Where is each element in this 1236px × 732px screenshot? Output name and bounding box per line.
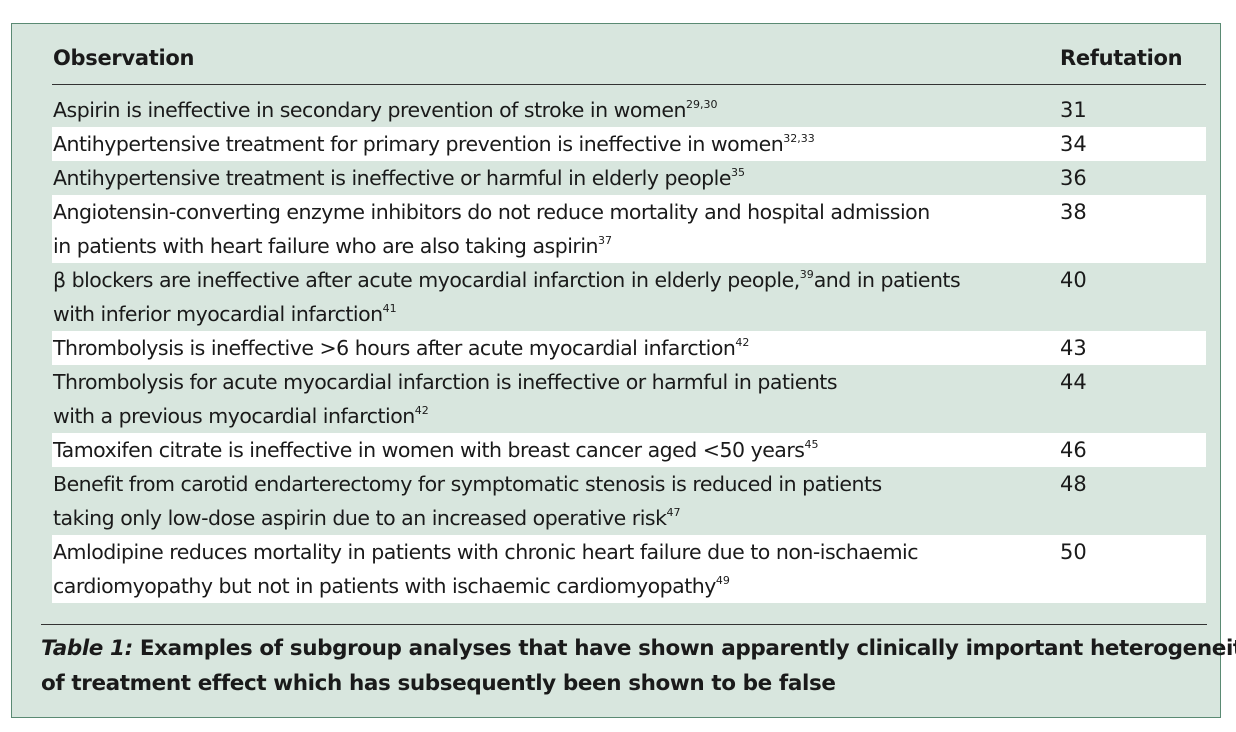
- table-row: Amlodipine reduces mortality in patients…: [52, 535, 1206, 603]
- observation-cell: Aspirin is ineffective in secondary prev…: [53, 93, 983, 127]
- refutation-cell: 43: [1060, 336, 1087, 360]
- observation-text: Amlodipine reduces mortality in patients…: [53, 540, 919, 564]
- observation-text: with inferior myocardial infarction: [53, 302, 383, 326]
- citation-sup: 39: [799, 268, 814, 281]
- refutation-cell: 38: [1060, 200, 1087, 224]
- table-row: Tamoxifen citrate is ineffective in wome…: [52, 433, 1206, 467]
- observation-text: Antihypertensive treatment is ineffectiv…: [53, 166, 731, 190]
- refutation-cell: 50: [1060, 540, 1087, 564]
- observation-text: Aspirin is ineffective in secondary prev…: [53, 98, 687, 122]
- table-caption: Table 1: Examples of subgroup analyses t…: [41, 631, 1236, 701]
- caption-label: Table 1:: [41, 636, 133, 661]
- table-row: Thrombolysis for acute myocardial infarc…: [52, 365, 1206, 433]
- observation-text: Antihypertensive treatment for primary p…: [53, 132, 784, 156]
- observation-cell: β blockers are ineffective after acute m…: [53, 263, 983, 331]
- header-observation: Observation: [53, 46, 195, 70]
- observation-cell: Benefit from carotid endarterectomy for …: [53, 467, 983, 535]
- observation-text: in patients with heart failure who are a…: [53, 234, 599, 258]
- observation-cell: Angiotensin-converting enzyme inhibitors…: [53, 195, 983, 263]
- header-refutation: Refutation: [1060, 46, 1183, 70]
- observation-text: cardiomyopathy but not in patients with …: [53, 574, 716, 598]
- refutation-cell: 31: [1060, 98, 1087, 122]
- citation-sup: 35: [730, 166, 745, 179]
- observation-cell: Amlodipine reduces mortality in patients…: [53, 535, 983, 603]
- refutation-cell: 40: [1060, 268, 1087, 292]
- citation-sup: 37: [598, 234, 613, 247]
- observation-text: and in patients: [813, 268, 961, 292]
- table-panel: Observation Refutation Aspirin is ineffe…: [11, 23, 1236, 718]
- table-row: Benefit from carotid endarterectomy for …: [52, 467, 1206, 535]
- table-row: Angiotensin-converting enzyme inhibitors…: [52, 195, 1206, 263]
- observation-text: Angiotensin-converting enzyme inhibitors…: [53, 200, 930, 224]
- citation-sup: 45: [804, 438, 819, 451]
- observation-cell: Tamoxifen citrate is ineffective in wome…: [53, 433, 983, 467]
- citation-sup: 32,33: [783, 132, 815, 145]
- table-row: Antihypertensive treatment for primary p…: [52, 127, 1206, 161]
- refutation-cell: 36: [1060, 166, 1087, 190]
- observation-cell: Antihypertensive treatment is ineffectiv…: [53, 161, 983, 195]
- observation-cell: Antihypertensive treatment for primary p…: [53, 127, 983, 161]
- refutation-cell: 44: [1060, 370, 1087, 394]
- table-header: Observation Refutation: [52, 44, 1206, 85]
- observation-text: Tamoxifen citrate is ineffective in wome…: [53, 438, 805, 462]
- refutation-cell: 34: [1060, 132, 1087, 156]
- citation-sup: 42: [735, 336, 750, 349]
- observation-text: with a previous myocardial infarction: [53, 404, 415, 428]
- citation-sup: 42: [414, 404, 429, 417]
- observation-text: Benefit from carotid endarterectomy for …: [53, 472, 882, 496]
- observation-cell: Thrombolysis is ineffective >6 hours aft…: [53, 331, 983, 365]
- observation-cell: Thrombolysis for acute myocardial infarc…: [53, 365, 983, 433]
- refutation-cell: 46: [1060, 438, 1087, 462]
- observation-text: Thrombolysis is ineffective >6 hours aft…: [53, 336, 736, 360]
- citation-sup: 49: [715, 574, 730, 587]
- table-row: Antihypertensive treatment is ineffectiv…: [52, 161, 1206, 195]
- refutation-cell: 48: [1060, 472, 1087, 496]
- observation-text: taking only low-dose aspirin due to an i…: [53, 506, 667, 530]
- table-row: Aspirin is ineffective in secondary prev…: [52, 93, 1206, 127]
- table-bottom-rule: [41, 624, 1207, 625]
- table-row: β blockers are ineffective after acute m…: [52, 263, 1206, 331]
- caption-text: Examples of subgroup analyses that have …: [132, 636, 1236, 661]
- citation-sup: 47: [666, 506, 681, 519]
- citation-sup: 41: [382, 302, 397, 315]
- caption-text: of treatment effect which has subsequent…: [41, 671, 836, 696]
- observation-text: Thrombolysis for acute myocardial infarc…: [53, 370, 838, 394]
- citation-sup: 29,30: [686, 98, 718, 111]
- observation-text: β blockers are ineffective after acute m…: [53, 268, 800, 292]
- table-row: Thrombolysis is ineffective >6 hours aft…: [52, 331, 1206, 365]
